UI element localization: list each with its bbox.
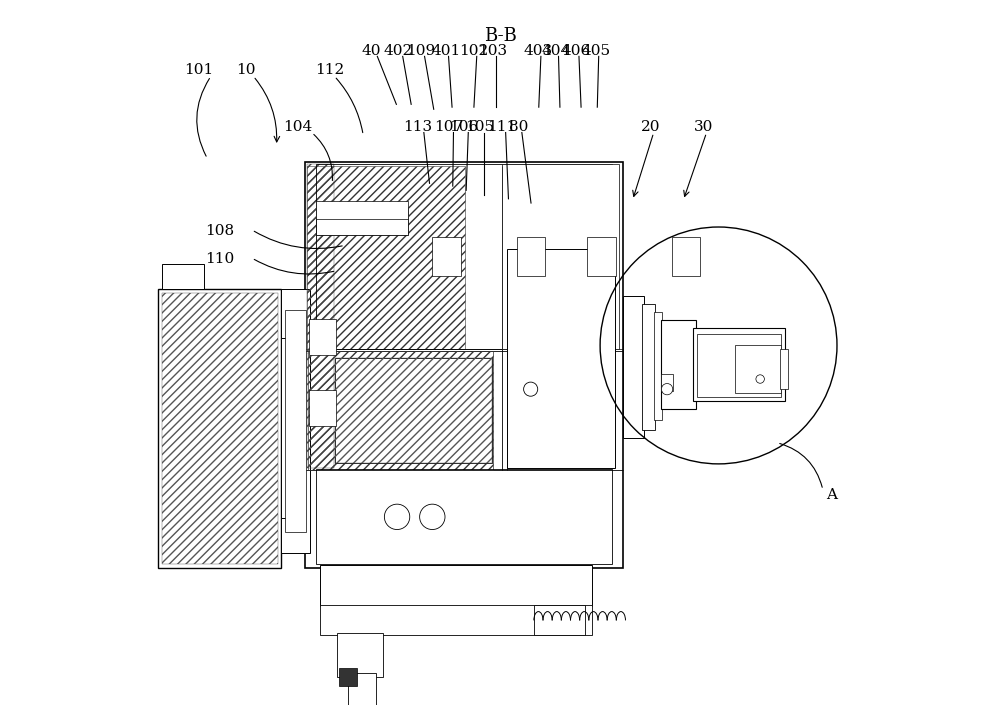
Circle shape: [756, 375, 764, 384]
Bar: [661, 374, 673, 391]
Bar: [780, 348, 788, 389]
Bar: [502, 164, 619, 348]
Text: 112: 112: [315, 63, 344, 78]
Text: 102: 102: [459, 44, 489, 58]
Bar: [587, 237, 616, 276]
Text: 105: 105: [465, 120, 494, 134]
Bar: [308, 350, 493, 470]
Circle shape: [420, 504, 445, 529]
Bar: [348, 673, 376, 705]
Bar: [339, 668, 357, 686]
Text: 10: 10: [236, 63, 256, 78]
Text: A: A: [826, 488, 837, 502]
Bar: [337, 633, 383, 677]
Circle shape: [524, 382, 538, 396]
Bar: [309, 391, 336, 426]
Text: 40: 40: [362, 44, 381, 58]
Bar: [307, 352, 334, 468]
Bar: [335, 357, 492, 463]
Bar: [693, 329, 785, 401]
Bar: [517, 237, 545, 276]
Circle shape: [384, 504, 410, 529]
Bar: [654, 312, 662, 419]
Text: 103: 103: [478, 44, 508, 58]
Text: 109: 109: [406, 44, 436, 58]
Text: B-B: B-B: [484, 27, 516, 45]
Text: 20: 20: [641, 120, 661, 134]
Bar: [162, 264, 204, 289]
Text: 402: 402: [384, 44, 413, 58]
Bar: [623, 296, 644, 438]
Bar: [432, 237, 461, 276]
Text: 403: 403: [524, 44, 553, 58]
Bar: [316, 164, 612, 348]
Bar: [697, 334, 781, 397]
Text: 80: 80: [509, 120, 529, 134]
Text: 108: 108: [205, 224, 234, 238]
Text: 405: 405: [581, 44, 610, 58]
Text: 104: 104: [283, 120, 312, 134]
Bar: [316, 207, 408, 235]
Text: 111: 111: [487, 120, 516, 134]
Bar: [661, 320, 696, 410]
Bar: [672, 237, 700, 276]
Bar: [320, 565, 592, 606]
Bar: [642, 304, 655, 429]
Bar: [307, 166, 465, 348]
Bar: [316, 201, 408, 219]
Text: 106: 106: [449, 120, 479, 134]
Text: 401: 401: [431, 44, 460, 58]
Text: 110: 110: [205, 252, 234, 266]
Bar: [162, 293, 278, 564]
Text: 101: 101: [184, 63, 213, 78]
Text: 404: 404: [541, 44, 570, 58]
Text: 406: 406: [562, 44, 591, 58]
Bar: [281, 289, 310, 553]
Text: 113: 113: [403, 120, 432, 134]
Bar: [281, 338, 294, 518]
Bar: [735, 345, 781, 393]
Bar: [507, 250, 615, 468]
Text: 107: 107: [434, 120, 463, 134]
Circle shape: [661, 384, 673, 395]
Bar: [309, 319, 336, 355]
Text: 30: 30: [694, 120, 713, 134]
Bar: [534, 605, 585, 634]
Bar: [335, 357, 492, 463]
Bar: [307, 164, 334, 350]
Bar: [320, 605, 592, 634]
Bar: [285, 310, 306, 532]
Bar: [305, 162, 623, 568]
Bar: [316, 469, 612, 564]
Bar: [158, 289, 281, 568]
